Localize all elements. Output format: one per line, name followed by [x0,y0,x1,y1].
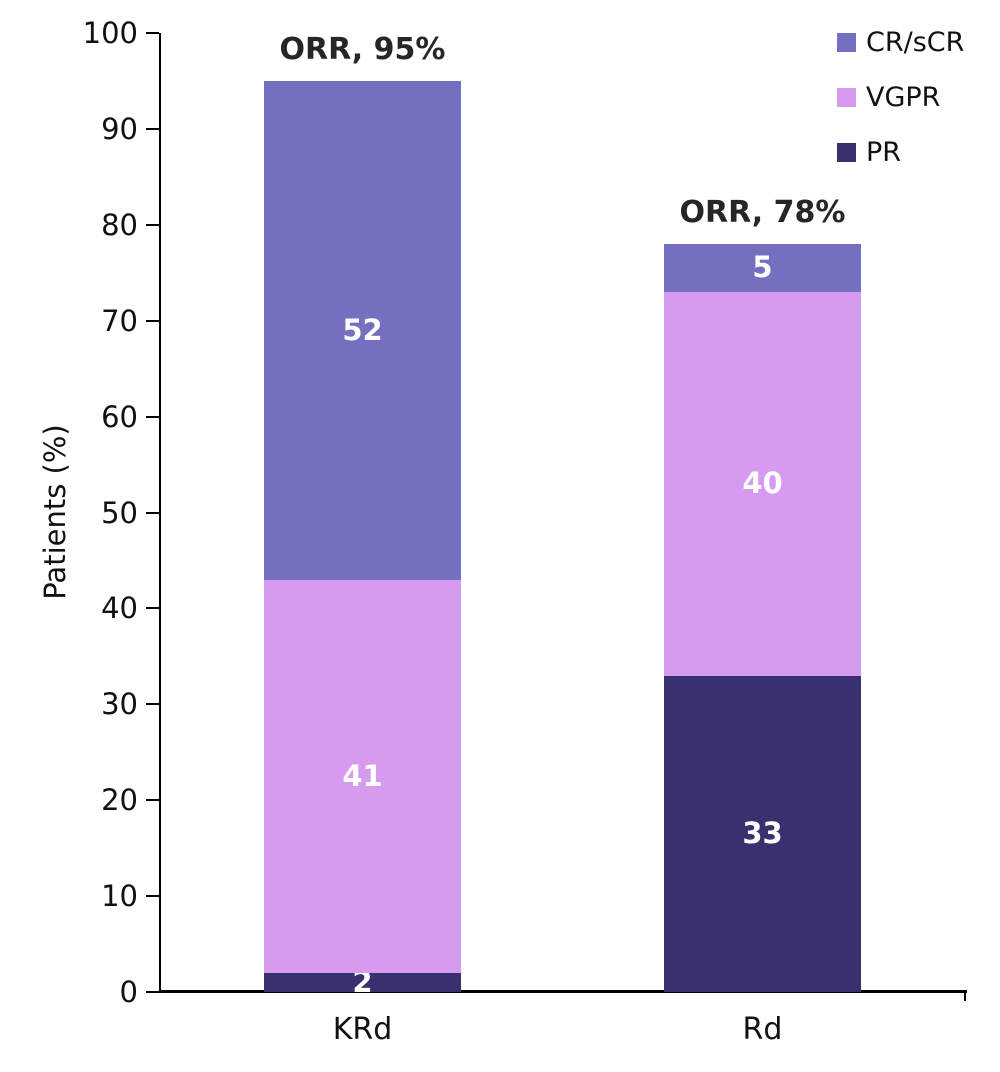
legend-item-VGPR: VGPR [837,81,964,113]
y-axis-tick-label: 30 [101,687,138,722]
bar-segment-KRd-VGPR: 41 [264,579,461,973]
legend-swatch-CRsCR [837,32,856,52]
y-axis-tick [146,415,159,418]
bar-value-label: 2 [352,964,373,999]
y-axis-tick-label: 80 [101,207,138,242]
bar-segment-Rd-PR: 33 [664,675,861,992]
y-axis-tick [146,127,159,130]
legend-item-PR: PR [837,136,964,168]
bar-value-label: 40 [742,466,783,501]
legend-item-CRsCR: CR/sCR [837,26,965,58]
legend-label: VGPR [866,81,941,113]
legend-swatch-PR [837,142,856,162]
y-axis-tick-label: 100 [82,16,138,50]
orr-annotation-Rd: ORR, 78% [679,194,846,230]
legend-label: PR [866,136,902,168]
y-axis-tick-label: 40 [101,591,138,626]
y-axis-tick [146,32,159,34]
y-axis-tick-label: 70 [101,303,138,338]
y-axis-line [159,33,161,992]
bar-value-label: 41 [342,758,383,793]
y-axis-tick-label: 50 [101,495,138,530]
y-axis-tick [146,799,159,802]
legend-swatch-VGPR [837,87,856,107]
orr-annotation-KRd: ORR, 95% [279,31,446,67]
y-axis-tick [146,703,159,706]
y-axis-tick-label: 20 [101,783,138,818]
x-axis-end-tick [964,990,966,1001]
bar-segment-KRd-CRsCR: 52 [264,80,461,580]
y-axis-tick [146,607,159,610]
x-axis-category-label-KRd: KRd [332,1012,393,1047]
y-axis-tick [146,991,159,993]
bar-value-label: 5 [752,250,773,285]
bar-segment-KRd-PR: 2 [264,967,461,996]
y-axis-tick-label: 90 [101,111,138,146]
legend-label: CR/sCR [866,26,965,58]
y-axis-tick-label: 0 [119,975,138,1009]
y-axis-tick-label: 10 [101,879,138,914]
y-axis-tick [146,319,159,322]
bar-value-label: 52 [342,312,383,347]
legend: CR/sCR VGPR PR [837,27,964,192]
bar-segment-Rd-VGPR: 40 [664,291,861,676]
bar-segment-Rd-CRsCR: 5 [664,243,861,292]
x-axis-category-label-Rd: Rd [742,1012,783,1047]
y-axis-tick [146,895,159,898]
x-axis-line [159,990,967,993]
y-axis-tick [146,511,159,514]
y-axis-tick-label: 60 [101,399,138,434]
bar-value-label: 33 [742,816,783,851]
y-axis-tick [146,223,159,226]
